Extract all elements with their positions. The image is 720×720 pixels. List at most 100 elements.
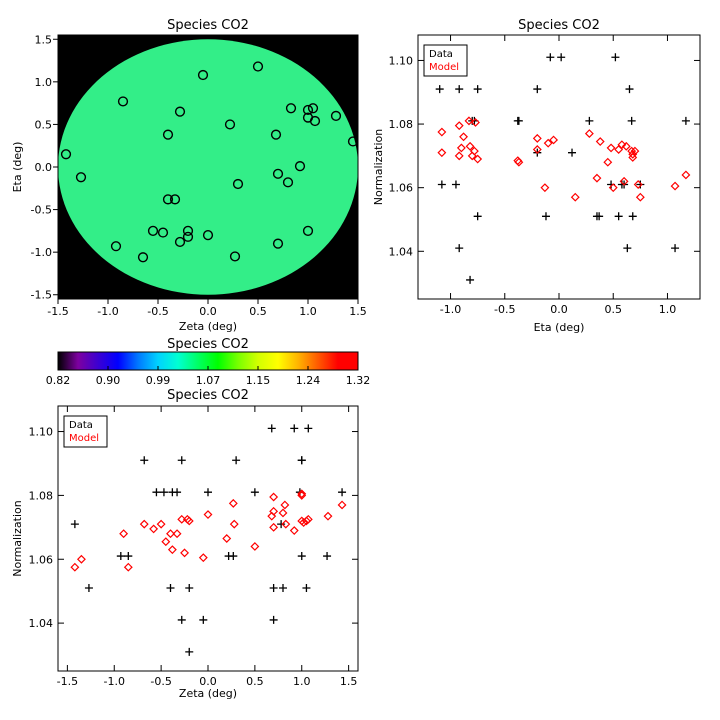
data-point-diamond	[203, 510, 213, 520]
data-point-diamond	[532, 133, 542, 143]
map-point	[330, 110, 342, 122]
data-point-diamond	[595, 137, 605, 147]
colorbar-tick-label: 1.24	[296, 374, 321, 387]
data-point-diamond	[608, 183, 618, 193]
y-tick-label: 1.10	[389, 54, 414, 67]
panel-map-zeta-eta: Species CO2 -1.5 -1.5 -1.0 -1.0 -0.5 -0.5 0.0 0.…	[11, 18, 367, 333]
map-point	[202, 230, 214, 241]
data-point-plus	[199, 615, 208, 624]
map-point	[302, 225, 314, 236]
chart-title: Species CO2	[167, 18, 249, 33]
data-point-diamond	[303, 514, 313, 524]
data-point-diamond	[250, 542, 260, 551]
x-tick-label: 0.5	[246, 675, 264, 688]
map-point	[309, 115, 321, 127]
y-tick-label: 1.04	[29, 617, 54, 630]
data-point-diamond	[281, 519, 291, 529]
data-point-diamond	[229, 519, 239, 529]
data-point-plus	[627, 116, 636, 125]
map-point	[282, 177, 294, 188]
data-point-diamond	[621, 141, 631, 151]
x-axis-label: Zeta (deg)	[179, 687, 237, 700]
map-point	[294, 161, 306, 172]
map-point	[270, 129, 282, 140]
data-point-diamond	[467, 151, 477, 161]
data-point-plus	[277, 520, 286, 529]
y-tick-label: 1.06	[29, 553, 54, 566]
data-point-diamond	[628, 153, 638, 162]
data-point-plus	[159, 488, 168, 497]
map-point	[60, 149, 72, 160]
legend-entry-model: Model	[429, 62, 459, 73]
y-axis-label: Eta (deg)	[11, 142, 24, 193]
map-point	[232, 178, 244, 190]
data-point-diamond	[278, 508, 288, 518]
map-point	[272, 168, 284, 179]
y-tick-label: 1.06	[389, 182, 414, 195]
data-point-plus	[455, 85, 464, 94]
data-point-plus	[140, 456, 149, 465]
data-point-diamond	[459, 132, 469, 142]
map-point	[252, 61, 264, 72]
data-point-plus	[546, 53, 555, 62]
data-point-plus	[250, 488, 259, 497]
data-point-plus	[232, 456, 241, 465]
x-tick-label: 0.0	[199, 675, 217, 688]
map-point	[162, 129, 174, 140]
map-point	[182, 225, 194, 236]
data-point-diamond	[123, 562, 133, 572]
data-point-plus	[173, 488, 182, 497]
x-tick-label: 1.0	[293, 675, 311, 688]
x-tick-label: -0.5	[147, 305, 168, 318]
data-point-diamond	[337, 500, 347, 510]
colorbar-tick-label: 1.07	[196, 374, 221, 387]
data-point-diamond	[222, 534, 232, 543]
data-point-plus	[177, 456, 186, 465]
map-point	[157, 227, 169, 238]
data-point-plus	[185, 583, 194, 592]
x-tick-label: -1.0	[440, 303, 461, 316]
data-point-diamond	[630, 146, 640, 156]
x-tick-label: -0.5	[150, 675, 171, 688]
map-point	[75, 172, 87, 183]
data-point-plus	[681, 116, 690, 125]
data-point-diamond	[437, 127, 447, 137]
y-tick-label: -1.0	[31, 246, 52, 259]
data-point-diamond	[633, 180, 643, 189]
colorbar: Species CO2 0.82 0.90 0.99 1.07 1.15 1.24 1.32	[46, 337, 371, 387]
data-point-plus	[435, 85, 444, 94]
data-point-diamond	[540, 183, 550, 193]
map-point	[229, 251, 241, 262]
map-point	[302, 104, 314, 116]
data-point-diamond	[606, 143, 616, 153]
x-tick-label: -1.0	[97, 305, 118, 318]
x-tick-label: 1.0	[659, 303, 677, 316]
data-point-plus	[568, 148, 577, 157]
data-point-diamond	[280, 500, 290, 510]
data-point-plus	[124, 552, 133, 561]
data-point-plus	[297, 456, 306, 465]
data-point-diamond	[149, 524, 159, 534]
data-point-plus	[533, 85, 542, 94]
data-point-diamond	[454, 151, 464, 161]
legend-entry-data: Data	[69, 420, 93, 431]
y-tick-label: -0.5	[31, 204, 52, 217]
panel-norm-vs-zeta: Species CO2 -1.5 -1.0 -0.5 0.0 0.5 1.0 1.5 1.04 1…	[11, 388, 359, 700]
x-tick-label: 0.0	[550, 303, 568, 316]
colorbar-tick-label: 1.15	[246, 374, 271, 387]
data-point-diamond	[269, 522, 279, 532]
data-point-diamond	[603, 157, 613, 167]
data-point-plus	[229, 552, 238, 561]
data-point-diamond	[228, 498, 238, 508]
data-point-diamond	[473, 154, 483, 164]
y-tick-label: 1.0	[35, 76, 53, 89]
map-point	[169, 194, 181, 205]
colorbar-title: Species CO2	[167, 337, 249, 352]
y-tick-label: 1.08	[29, 489, 54, 502]
data-point-diamond	[269, 506, 279, 516]
data-point-plus	[628, 212, 637, 221]
data-point-diamond	[584, 129, 594, 139]
y-axis-label: Normalization	[11, 500, 24, 576]
data-point-diamond	[635, 192, 645, 202]
